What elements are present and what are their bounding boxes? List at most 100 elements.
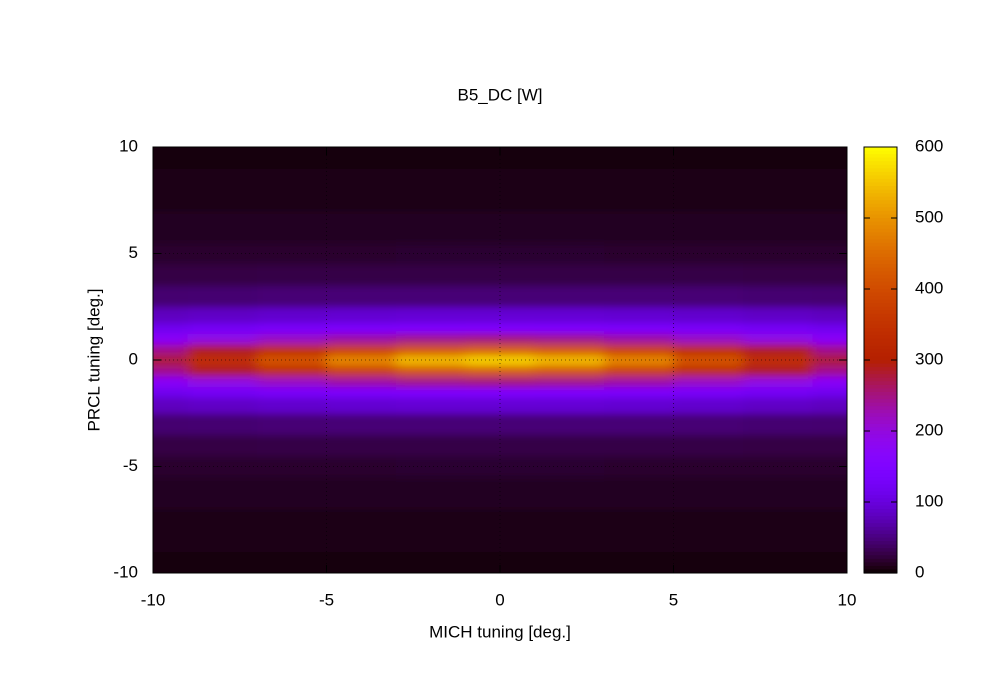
heat-cell	[326, 344, 397, 356]
colorbar-step	[864, 434, 897, 439]
heat-cell	[326, 333, 397, 345]
heat-cell	[534, 322, 605, 334]
heat-cell	[326, 375, 397, 388]
heat-cell	[257, 434, 327, 457]
colorbar-step	[864, 338, 897, 343]
heat-cell	[604, 551, 674, 573]
heat-cell	[604, 455, 674, 478]
colorbar-step	[864, 445, 897, 450]
colorbar-step	[864, 462, 897, 468]
heat-cell	[326, 509, 397, 553]
heat-cell	[604, 285, 674, 308]
heat-cell	[257, 306, 327, 324]
heat-cell	[812, 434, 847, 457]
colorbar-step	[864, 317, 897, 322]
heat-cell	[812, 397, 847, 414]
heat-cell	[153, 147, 189, 169]
heat-cell	[673, 477, 744, 510]
colorbar-step	[864, 306, 897, 311]
heat-cell	[534, 375, 605, 388]
colorbar-step	[864, 367, 897, 372]
heat-cell	[326, 434, 397, 457]
heat-cell	[534, 285, 605, 308]
heat-cell	[187, 365, 258, 377]
heat-cell	[153, 242, 189, 265]
heat-cell	[187, 242, 258, 265]
heat-cell	[187, 509, 258, 553]
heat-cell	[673, 285, 744, 308]
colorbar-step	[864, 207, 897, 212]
heat-cell	[187, 477, 258, 510]
heat-cell	[673, 365, 744, 377]
colorbar-step	[864, 168, 897, 173]
colorbar-step	[864, 420, 897, 425]
heat-cell	[673, 375, 744, 388]
colorbar-step	[864, 157, 897, 162]
heat-cell	[534, 333, 605, 345]
heat-cell	[395, 285, 466, 308]
heat-cell	[257, 397, 327, 414]
colorbar-step	[864, 200, 897, 205]
heat-cell	[534, 386, 605, 398]
heat-cell	[742, 333, 813, 345]
heat-cell	[326, 413, 397, 436]
colorbar-step	[864, 569, 897, 574]
heatmap	[153, 147, 847, 573]
colorbar-step	[864, 150, 897, 155]
colorbar-step	[864, 161, 897, 166]
colorbar-step	[864, 402, 897, 407]
heat-cell	[395, 434, 466, 457]
heat-cell	[604, 333, 674, 345]
heat-cell	[673, 210, 744, 244]
heat-cell	[534, 397, 605, 414]
colorbar-step	[864, 352, 897, 358]
heat-cell	[534, 147, 605, 169]
heat-cell	[604, 365, 674, 377]
heat-cell	[604, 306, 674, 324]
heat-cell	[742, 264, 813, 286]
colorbar-step	[864, 519, 897, 524]
colorbar-step	[864, 565, 897, 571]
colorbar-step	[864, 299, 897, 304]
colorbar-step	[864, 377, 897, 382]
heat-cell	[187, 333, 258, 345]
heat-cell	[812, 306, 847, 324]
colorbar-step	[864, 249, 897, 255]
colorbar-step	[864, 494, 897, 500]
heat-cell	[465, 455, 536, 478]
plot-frame	[152, 146, 848, 574]
heat-cell	[534, 434, 605, 457]
heat-cell	[742, 344, 813, 356]
heat-cell	[673, 413, 744, 436]
colorbar-step	[864, 455, 897, 460]
colorbar-step	[864, 512, 897, 517]
heat-cell	[673, 397, 744, 414]
colorbar-step	[864, 278, 897, 283]
heat-cell	[465, 551, 536, 573]
heat-cell	[604, 354, 674, 366]
colorbar-step	[864, 257, 897, 262]
colorbar-step	[864, 555, 897, 560]
heat-cell	[326, 264, 397, 286]
heat-cell	[673, 354, 744, 366]
heat-cell	[257, 210, 327, 244]
heat-cell	[812, 322, 847, 334]
colorbar-step	[864, 225, 897, 230]
heat-cell	[187, 397, 258, 414]
colorbar-step	[864, 533, 897, 539]
colorbar-step	[864, 473, 897, 478]
heat-cell	[465, 344, 536, 356]
y-tick-label: 5	[129, 243, 138, 262]
colorbar-step	[864, 281, 897, 287]
heat-cell	[465, 242, 536, 265]
heat-cell	[153, 455, 189, 478]
colorbar-step	[864, 285, 897, 290]
heat-cell	[604, 344, 674, 356]
heat-cell	[742, 322, 813, 334]
heat-cell	[465, 509, 536, 553]
heat-cell	[534, 413, 605, 436]
heat-cell	[257, 386, 327, 398]
heat-cell	[257, 333, 327, 345]
heat-cell	[187, 354, 258, 366]
heat-cell	[187, 455, 258, 478]
